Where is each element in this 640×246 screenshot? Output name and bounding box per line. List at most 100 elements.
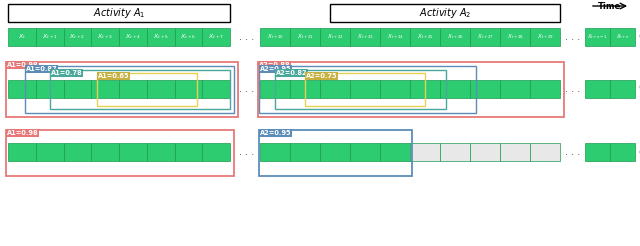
Bar	[119, 28, 147, 46]
Bar	[440, 80, 470, 98]
Text: $X_{t+4}$: $X_{t+4}$	[125, 32, 141, 41]
Bar	[380, 143, 410, 161]
Bar	[260, 143, 290, 161]
Bar	[119, 80, 147, 98]
Text: Time: Time	[598, 2, 621, 11]
Bar	[380, 28, 410, 46]
Bar	[260, 80, 290, 98]
Bar	[8, 80, 36, 98]
Bar	[8, 28, 36, 46]
Text: A1=0.65: A1=0.65	[98, 73, 129, 79]
Bar	[147, 80, 175, 98]
Bar	[202, 80, 230, 98]
Text: A2=0.75: A2=0.75	[306, 73, 337, 79]
Bar	[8, 4, 230, 22]
Bar	[36, 143, 63, 161]
Text: $X_{t+28}$: $X_{t+28}$	[507, 32, 524, 41]
Bar	[147, 28, 175, 46]
Text: $X_{t+6}$: $X_{t+6}$	[180, 32, 196, 41]
Text: A2=0.88: A2=0.88	[259, 62, 291, 68]
Bar	[330, 4, 560, 22]
Bar	[6, 62, 238, 117]
Bar	[63, 143, 92, 161]
Bar	[290, 143, 320, 161]
Bar	[350, 28, 380, 46]
Text: . . .: . . .	[565, 84, 580, 94]
Text: $X_{t+24}$: $X_{t+24}$	[387, 32, 403, 41]
Bar	[92, 143, 119, 161]
Bar	[585, 28, 610, 46]
Text: (b): (b)	[638, 83, 640, 92]
Bar	[305, 73, 425, 106]
Bar	[275, 70, 446, 109]
Bar	[63, 80, 92, 98]
Text: (c): (c)	[638, 149, 640, 157]
Bar	[610, 28, 635, 46]
Bar	[36, 80, 63, 98]
Text: Activity $A_1$: Activity $A_1$	[93, 6, 145, 20]
Bar	[63, 28, 92, 46]
Text: A2=0.95: A2=0.95	[260, 66, 291, 72]
Bar	[610, 80, 635, 98]
Text: $X_{t+1}$: $X_{t+1}$	[42, 32, 58, 41]
Bar	[440, 28, 470, 46]
Bar	[585, 80, 610, 98]
Bar	[175, 28, 202, 46]
Bar	[6, 130, 234, 176]
Bar	[175, 80, 202, 98]
Bar	[202, 143, 230, 161]
Bar	[92, 80, 119, 98]
Text: $X_{t+7}$: $X_{t+7}$	[208, 32, 224, 41]
Bar	[500, 143, 530, 161]
Bar	[320, 143, 350, 161]
Text: $X_{t+21}$: $X_{t+21}$	[296, 32, 314, 41]
Bar	[410, 143, 440, 161]
Bar	[350, 80, 380, 98]
Bar	[147, 143, 175, 161]
Text: . . .: . . .	[239, 84, 255, 94]
Text: $X_t$: $X_t$	[18, 32, 26, 41]
Bar	[530, 28, 560, 46]
Bar	[500, 80, 530, 98]
Bar	[92, 28, 119, 46]
Text: $X_{t+27}$: $X_{t+27}$	[477, 32, 493, 41]
Bar	[97, 73, 196, 106]
Bar	[259, 130, 412, 176]
Bar	[610, 143, 635, 161]
Bar	[119, 143, 147, 161]
Text: $X_{t+26}$: $X_{t+26}$	[447, 32, 463, 41]
Bar	[320, 80, 350, 98]
Text: $X_{t+29}$: $X_{t+29}$	[536, 32, 554, 41]
Text: A1=0.78: A1=0.78	[51, 70, 83, 76]
Text: A1=0.98: A1=0.98	[7, 130, 38, 136]
Bar	[25, 66, 234, 113]
Text: $X_{t+5}$: $X_{t+5}$	[152, 32, 169, 41]
Text: . . .: . . .	[239, 147, 255, 157]
Bar	[258, 62, 564, 117]
Text: $X_{t+20}$: $X_{t+20}$	[266, 32, 284, 41]
Text: . . .: . . .	[565, 147, 580, 157]
Bar	[259, 66, 476, 113]
Text: Activity $A_2$: Activity $A_2$	[419, 6, 471, 20]
Bar	[36, 28, 63, 46]
Bar	[380, 80, 410, 98]
Bar	[470, 143, 500, 161]
Text: A2=0.82: A2=0.82	[276, 70, 308, 76]
Bar	[530, 143, 560, 161]
Text: (a): (a)	[638, 32, 640, 42]
Bar	[290, 28, 320, 46]
Bar	[320, 28, 350, 46]
Bar	[410, 80, 440, 98]
Bar	[290, 80, 320, 98]
Bar	[410, 28, 440, 46]
Bar	[175, 143, 202, 161]
Text: $X_{t+25}$: $X_{t+25}$	[417, 32, 433, 41]
Bar	[8, 143, 36, 161]
Bar	[470, 28, 500, 46]
Text: A1=0.98: A1=0.98	[7, 62, 38, 68]
Bar	[440, 143, 470, 161]
Bar	[585, 143, 610, 161]
Text: A1=0.87: A1=0.87	[26, 66, 57, 72]
Text: $X_{t+22}$: $X_{t+22}$	[326, 32, 344, 41]
Text: . . .: . . .	[565, 32, 580, 42]
